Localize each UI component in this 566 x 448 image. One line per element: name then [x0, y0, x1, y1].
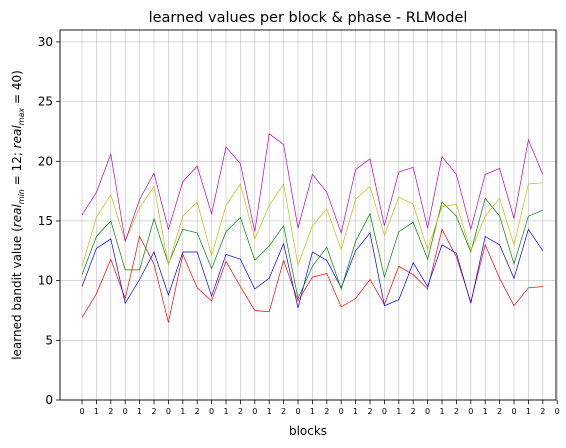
x-tick-label: 2	[540, 407, 545, 416]
series-line	[81, 133, 544, 242]
y-tick-label: 0	[45, 393, 53, 407]
y-label-symbol: real	[10, 125, 24, 149]
y-ticks: 0 5 10 15 20 25 30	[38, 35, 60, 407]
x-tick-label: 1	[310, 407, 315, 416]
y-label-part: = 12;	[10, 148, 24, 189]
y-tick-label: 25	[38, 95, 53, 109]
x-tick-label: 0	[209, 407, 214, 416]
x-tick-label: 2	[497, 407, 502, 416]
x-tick-label: 1	[137, 407, 142, 416]
series-lines	[81, 133, 544, 323]
x-tick-label: 2	[367, 407, 372, 416]
series-line	[81, 228, 544, 309]
x-tick-label: 1	[483, 407, 488, 416]
y-tick-label: 5	[45, 333, 53, 347]
grid	[60, 30, 558, 401]
x-tick-label: 2	[454, 407, 459, 416]
x-tick-label: 0	[123, 407, 128, 416]
x-tick-label: 2	[324, 407, 329, 416]
x-tick-label: 1	[396, 407, 401, 416]
x-tick-label: 1	[180, 407, 185, 416]
x-tick-label: 2	[281, 407, 286, 416]
x-tick-label: 0	[166, 407, 171, 416]
y-tick-label: 20	[38, 154, 53, 168]
x-tick-label: 0	[382, 407, 387, 416]
x-tick-label: 1	[526, 407, 531, 416]
y-label-symbol: real	[10, 204, 24, 228]
y-label-subscript: max	[17, 108, 26, 126]
y-label-part: = 40)	[10, 70, 24, 108]
x-tick-label: 0	[425, 407, 430, 416]
x-tick-label: 2	[108, 407, 113, 416]
x-tick-label: 1	[353, 407, 358, 416]
x-tick-label: 1	[267, 407, 272, 416]
x-ticks: 012012012012012012012012012012012012	[79, 400, 560, 416]
x-tick-label: 0	[295, 407, 300, 416]
y-tick-label: 10	[38, 274, 53, 288]
x-axis-label: blocks	[289, 424, 327, 438]
x-tick-label: 2	[411, 407, 416, 416]
x-tick-label: 1	[223, 407, 228, 416]
series-line	[81, 197, 543, 300]
chart-title: learned values per block & phase - RLMod…	[149, 10, 468, 26]
y-label-subscript: min	[17, 189, 26, 204]
y-axis-label: learned bandit value (realmin = 12; real…	[10, 70, 26, 360]
x-tick-label: 0	[511, 407, 516, 416]
x-tick-label: 2	[238, 407, 243, 416]
x-tick-label: 2	[195, 407, 200, 416]
y-label-part: learned bandit value (	[10, 227, 24, 360]
x-tick-label: 2	[151, 407, 156, 416]
y-tick-label: 30	[38, 35, 53, 49]
x-tick-label: 1	[439, 407, 444, 416]
x-tick-label: 0	[252, 407, 257, 416]
x-tick-label: 0	[555, 407, 560, 416]
x-tick-label: 0	[468, 407, 473, 416]
x-tick-label: 0	[339, 407, 344, 416]
x-tick-label: 0	[79, 407, 84, 416]
plot-frame	[59, 29, 557, 401]
x-tick-label: 1	[94, 407, 99, 416]
y-tick-label: 15	[38, 214, 53, 228]
series-line	[81, 182, 543, 267]
